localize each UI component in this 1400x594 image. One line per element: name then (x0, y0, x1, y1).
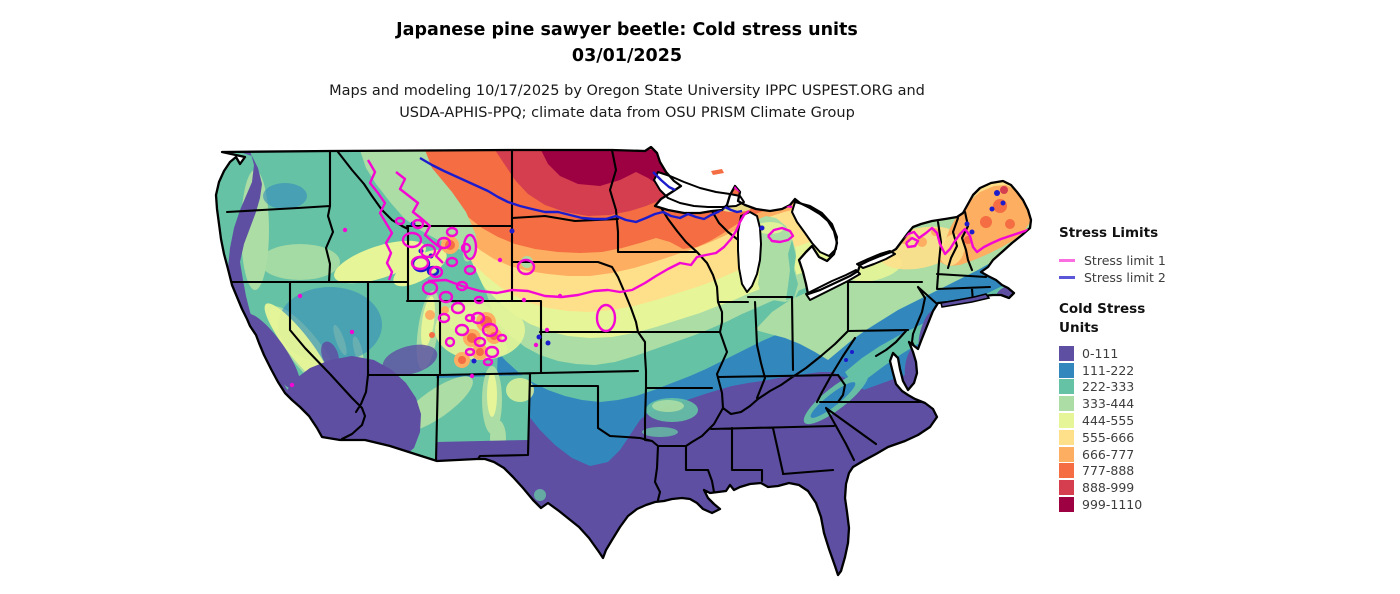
header: Japanese pine sawyer beetle: Cold stress… (27, 17, 1227, 124)
class-swatch-111-222 (1059, 362, 1074, 378)
class-label: 444-555 (1082, 413, 1135, 429)
class-label: 111-222 (1082, 362, 1135, 378)
long-island (940, 293, 991, 308)
subtitle-line-1: Maps and modeling 10/17/2025 by Oregon S… (329, 83, 925, 99)
mitten-detail (756, 222, 798, 300)
class-swatch-999-1110 (1059, 497, 1074, 513)
class-label: 555-666 (1082, 429, 1135, 445)
class-label: 888-999 (1082, 480, 1135, 496)
class-swatch-666-777 (1059, 446, 1074, 462)
us-outline (214, 145, 1033, 577)
stress-limits-heading: Stress Limits (1059, 225, 1159, 241)
cold-stress-class-row: 888-999 (1059, 479, 1189, 496)
stress-limit-1-contour (289, 159, 1029, 388)
class-label: 333-444 (1082, 396, 1135, 412)
class-label: 666-777 (1082, 446, 1135, 462)
cold-stress-class-row: 555-666 (1059, 429, 1189, 446)
class-swatch-0-111 (1059, 345, 1074, 361)
map-title: Japanese pine sawyer beetle: Cold stress… (396, 20, 858, 40)
stress-limit-2-label: Stress limit 2 (1084, 270, 1166, 285)
class-swatch-555-666 (1059, 429, 1074, 445)
cold-stress-heading: Cold Stress Units (1059, 301, 1146, 336)
subtitle-line-2: USDA-APHIS-PPQ; climate data from OSU PR… (399, 105, 855, 121)
cold-stress-class-row: 111-222 (1059, 362, 1189, 379)
legend-panel: Stress Limits Stress limit 1 Stress limit… (1059, 224, 1189, 513)
cold-stress-class-row: 222-333 (1059, 379, 1189, 396)
class-swatch-222-333 (1059, 379, 1074, 395)
stress-limit-1-swatch (1059, 259, 1075, 262)
class-swatch-444-555 (1059, 413, 1074, 429)
stress-limit-1-label: Stress limit 1 (1084, 253, 1166, 268)
class-label: 0-111 (1082, 345, 1119, 361)
cold-stress-classes: 0-111 111-222 222-333 333-444 444-555 555-666… (1059, 345, 1189, 513)
cold-stress-class-row: 444-555 (1059, 412, 1189, 429)
map-raster (216, 147, 1031, 575)
class-label: 222-333 (1082, 379, 1135, 395)
cold-stress-class-row: 666-777 (1059, 446, 1189, 463)
stress-limits-items: Stress limit 1 Stress limit 2 (1059, 252, 1189, 286)
ontario-orange-sliver (711, 169, 724, 175)
cold-stress-class-row: 333-444 (1059, 395, 1189, 412)
class-swatch-777-888 (1059, 463, 1074, 479)
class-swatch-333-444 (1059, 396, 1074, 412)
class-label: 999-1110 (1082, 497, 1143, 513)
lake-huron (791, 201, 838, 257)
vt-yellow-patch (939, 234, 965, 266)
class-swatch-888-999 (1059, 480, 1074, 496)
cold-stress-class-row: 999-1110 (1059, 496, 1189, 513)
stress-limit-item-1: Stress limit 1 (1059, 252, 1189, 269)
cold-stress-class-row: 777-888 (1059, 463, 1189, 480)
stress-limit-item-2: Stress limit 2 (1059, 269, 1189, 286)
cold-stress-class-row: 0-111 (1059, 345, 1189, 362)
lake-ontario (856, 250, 896, 269)
stress-limit-2-swatch (1059, 276, 1075, 279)
band-999-1110 (540, 148, 681, 192)
map-subtitle: Maps and modeling 10/17/2025 by Oregon S… (27, 80, 1227, 124)
lake-michigan (737, 211, 762, 293)
map-date: 03/01/2025 (571, 46, 683, 66)
class-label: 777-888 (1082, 463, 1135, 479)
lake-superior (653, 171, 745, 208)
maine-red-spot (1000, 186, 1008, 194)
